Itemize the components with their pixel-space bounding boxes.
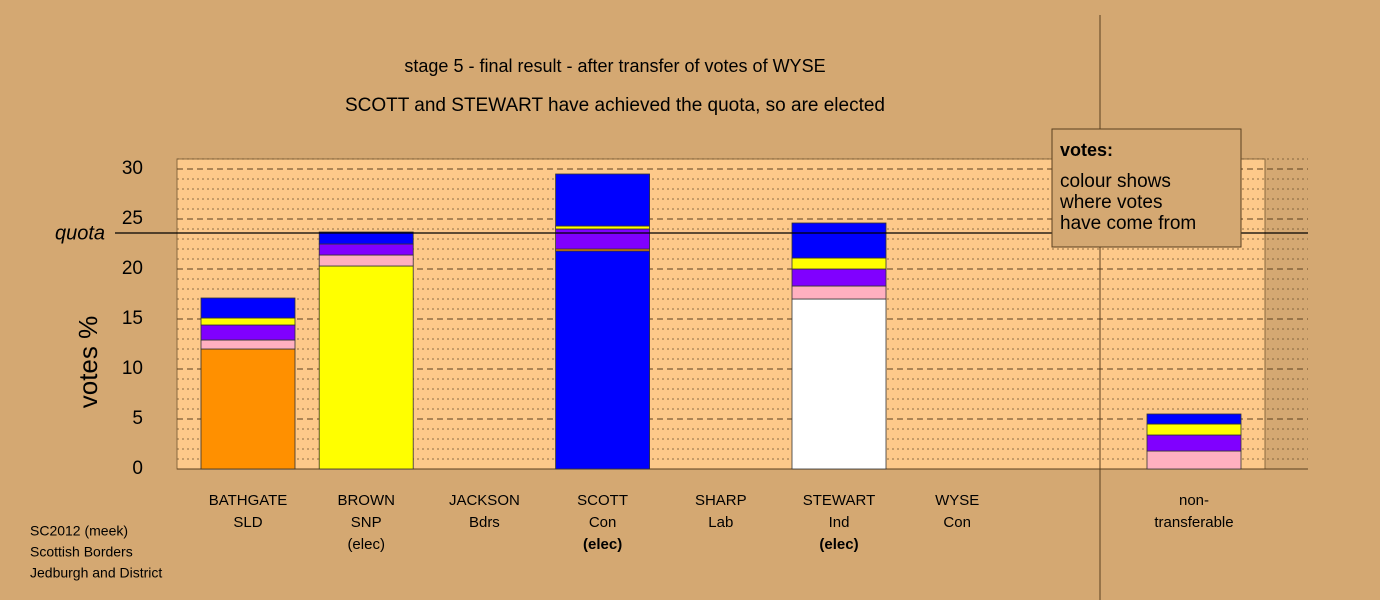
x-tick-label: transferable <box>1154 514 1233 531</box>
bar-segment <box>200 317 296 326</box>
plot: 0 5 10 15 20 25 30 BATHGATE SLD BROWN SNP (elec) JAC… <box>55 158 1308 553</box>
x-tick-label: SNP <box>351 514 382 531</box>
x-tick-note: (elec) <box>583 536 622 553</box>
legend-title: votes: <box>1060 140 1113 160</box>
bar-segment <box>1146 413 1242 425</box>
bar-segment <box>1146 450 1242 470</box>
bar-segment <box>200 324 296 341</box>
bar-segment <box>555 225 650 230</box>
y-tick-label: 20 <box>122 258 143 279</box>
bar-segment <box>555 250 650 470</box>
legend-text: where votes <box>1059 192 1162 213</box>
x-tick-label: Con <box>943 514 971 531</box>
x-tick-label: STEWART <box>803 492 876 509</box>
chart-title: stage 5 - final result - after transfer … <box>404 56 825 76</box>
legend-text: colour shows <box>1060 171 1171 192</box>
y-tick-label: 25 <box>122 208 143 229</box>
bar-segment <box>200 339 296 350</box>
x-tick-label: Con <box>589 514 617 531</box>
footer-text: Jedburgh and District <box>30 565 162 581</box>
bar-segment <box>555 173 650 227</box>
bar-segment <box>318 243 414 256</box>
footer-text: SC2012 (meek) <box>30 523 128 539</box>
x-tick-label: non- <box>1179 492 1209 509</box>
x-tick-label: SCOTT <box>577 492 628 509</box>
legend-text: have come from <box>1060 213 1196 234</box>
bar-segment <box>1146 434 1242 452</box>
x-tick-label: SLD <box>233 514 262 531</box>
bar-segment <box>1146 423 1242 436</box>
bar-segment <box>318 231 414 245</box>
bar-segment <box>791 268 887 287</box>
legend-box <box>1051 128 1242 248</box>
bar-segment <box>791 285 887 300</box>
x-tick-label: BROWN <box>337 492 395 509</box>
bar-segment <box>200 348 296 470</box>
x-tick-label: Bdrs <box>469 514 500 531</box>
x-tick-label: Lab <box>708 514 733 531</box>
y-axis-label: votes % <box>73 316 103 409</box>
bar-segment <box>791 257 887 270</box>
x-tick-label: BATHGATE <box>209 492 288 509</box>
chart-subtitle: SCOTT and STEWART have achieved the quot… <box>345 95 885 116</box>
y-tick-label: 15 <box>122 308 143 329</box>
bar-segment <box>791 298 887 470</box>
legend: votes: colour shows where votes have com… <box>1051 128 1242 248</box>
y-tick-label: 5 <box>132 408 143 429</box>
bar-segment <box>318 265 414 470</box>
bar-segment <box>200 297 296 319</box>
x-tick-note: (elec) <box>347 536 385 553</box>
y-tick-label: 0 <box>132 458 143 479</box>
y-tick-label: 30 <box>122 158 143 179</box>
x-tick-label: WYSE <box>935 492 979 509</box>
bar-segment <box>791 222 887 259</box>
x-tick-label: JACKSON <box>449 492 520 509</box>
bar-segment <box>318 254 414 267</box>
x-tick-label: SHARP <box>695 492 747 509</box>
footer-text: Scottish Borders <box>30 544 133 560</box>
y-tick-label: 10 <box>122 358 143 379</box>
quota-label: quota <box>55 222 105 244</box>
x-tick-note: (elec) <box>819 536 858 553</box>
bar-segment <box>555 228 650 250</box>
x-tick-label: Ind <box>829 514 850 531</box>
